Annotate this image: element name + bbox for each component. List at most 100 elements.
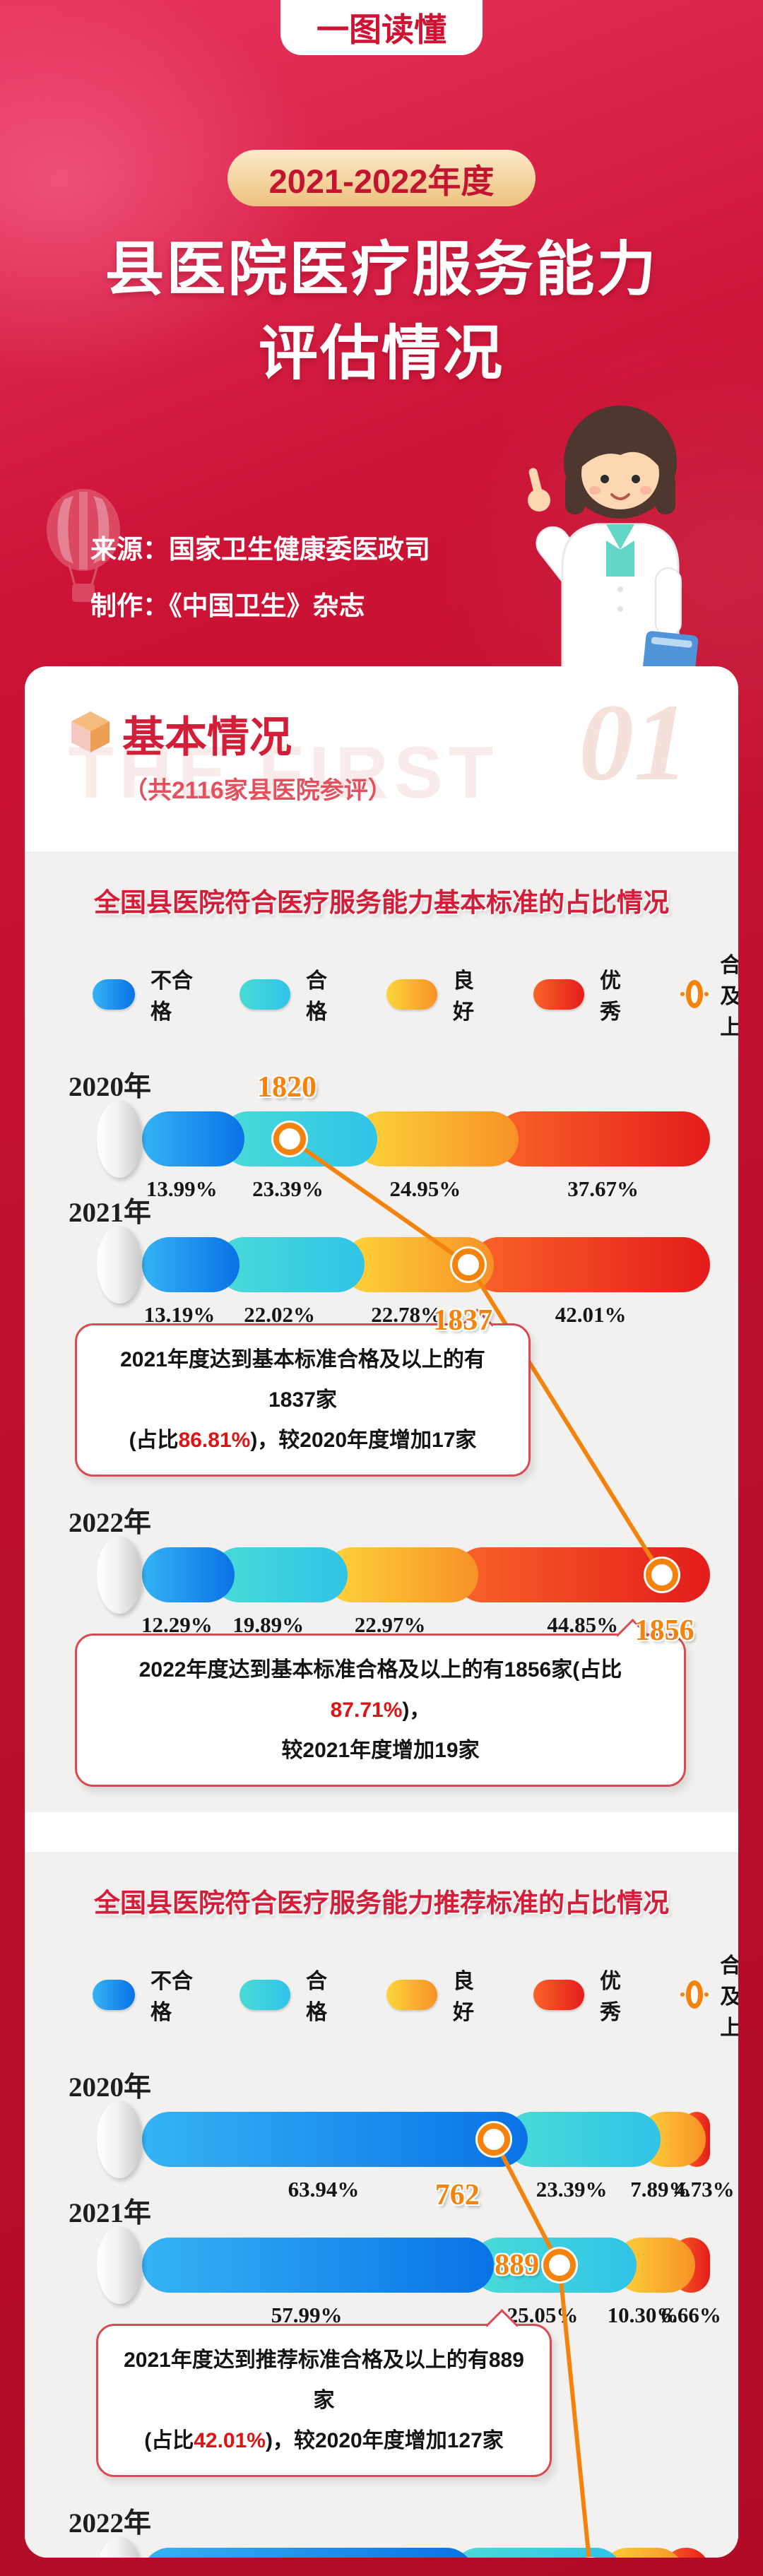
threshold-line-icon [680,992,685,996]
bar-segment-yellow [354,1111,519,1166]
bar-segment-red [496,1111,710,1166]
segment-percent-label: 57.99% [271,2303,343,2327]
chart-title: 全国县医院符合医疗服务能力基本标准的占比情况 [94,888,669,917]
chart-row-2020年: 2020年 63.94% 23.39% 7.89% 4.73% 762 [25,2065,738,2211]
legend-label: 良好 [453,1970,474,2024]
threshold-marker-icon [543,2249,576,2281]
segment-percent-label: 19.89% [232,1612,304,1637]
threshold-line-icon [680,1992,685,1997]
content-card: THE FIRST 01 基本情况 （共2116家县医院参评） 全国县医院符合医… [25,666,738,2558]
annotation-text: (占比86.81%)，较2020年度增加17家 [129,1429,477,1452]
annotation-text: 2021年度达到基本标准合格及以上的有1837家 [120,1348,485,1412]
chart-row-2021年: 2021年 13.19% 22.02% 22.78% 42.01% 1837 [25,1190,738,1337]
segment-percent-label: 42.01% [555,1302,627,1327]
bar-segment-blue [142,2112,528,2167]
legend-swatch-icon [239,979,290,1010]
legend-label: 不合格 [150,1970,193,2024]
threshold-marker-icon [273,1123,307,1155]
producer-line: 制作：《中国卫生》杂志 [90,591,365,620]
legend-item-red: 优秀 [533,1963,634,2026]
cylinder-cap [97,1100,142,1178]
year-range-badge: 2021-2022年度 [227,150,536,206]
segment-percent-label: 10.30% [607,2303,679,2327]
chart-legend: 不合格 合格 良好 优秀 合格及以上 [93,947,738,1041]
threshold-line-icon [704,1992,709,1997]
legend-swatch-icon [93,979,135,1010]
top-ribbon-label: 一图读懂 [317,11,446,48]
annotation-box: 2022年度达到基本标准合格及以上的有1856家(占比87.71%)， 较2021… [75,1619,686,1787]
annotation-text: (占比42.01%)，较2020年度增加127家 [144,2429,504,2452]
percent-labels: 12.29% 19.89% 22.97% 44.85% [141,1602,710,1637]
smile [610,493,630,500]
poster-title-line1: 县医院医疗服务能力 [105,236,658,302]
bar-segment-blue [142,2548,474,2558]
year-label: 2022年 [69,1508,152,1538]
year-label: 2021年 [69,1198,152,1228]
legend-item-threshold: 合格及以上 [680,947,738,1041]
section-subtitle: （共2116家县医院参评） [124,777,392,804]
chart-row-2022年: 2022年 12.29% 19.89% 22.97% 44.85% 1856 [25,1501,738,1647]
year-label: 2020年 [69,1072,152,1102]
cylinder-cap [97,2101,142,2178]
chart-title: 全国县医院符合医疗服务能力推荐标准的占比情况 [94,1889,669,1918]
marker-value-label: 889 [495,2249,540,2281]
year-range-label: 2021-2022年度 [268,162,495,200]
legend-swatch-icon [533,979,584,1010]
cube-icon [71,711,110,752]
top-ribbon-badge: 一图读懂 [280,0,483,55]
legend-item-teal: 合格 [239,1963,340,2026]
bar-track: 13.19% 22.02% 22.78% 42.01% 1837 [97,1226,710,1337]
legend-label: 良好 [453,969,474,1024]
legend-label: 合格 [306,969,327,1024]
stacked-bar [142,2548,710,2558]
annotation-text: 2021年度达到推荐标准合格及以上的有889家 [124,2348,524,2412]
chart-rows: 2020年 13.99% 23.39% 24.95% 37.67% 1820 2021年 13… [25,1065,738,1787]
bar-track: 63.94% 23.39% 7.89% 4.73% 762 [97,2101,735,2211]
legend-item-threshold: 合格及以上 [680,1948,738,2041]
marker-value-label: 1837 [433,1304,493,1337]
year-label: 2021年 [69,2198,152,2228]
percent-labels: 13.19% 22.02% 22.78% 42.01% [142,1292,710,1327]
legend-label: 优秀 [600,1970,621,2024]
bar-segment-blue [142,1547,235,1602]
legend-label: 合格 [306,1970,327,2024]
cylinder-cap [97,1226,142,1304]
bar-segment-blue [142,2238,495,2293]
year-label: 2020年 [69,2072,152,2103]
threshold-ring-icon [685,1980,704,2009]
bar-segment-blue [142,1111,244,1166]
source-block: 来源：国家卫生健康委医政司 制作：《中国卫生》杂志 [90,521,430,634]
segment-percent-label: 4.73% [674,2177,735,2202]
marker-value-label: 1856 [634,1614,694,1647]
legend-swatch-icon [239,1979,290,2010]
legend-label: 不合格 [150,969,193,1024]
legend-item-teal: 合格 [239,963,340,1025]
segment-percent-label: 13.99% [146,1176,218,1201]
section-number: 01 [579,681,689,803]
segment-percent-label: 22.97% [354,1612,426,1637]
legend-item-yellow: 良好 [386,1963,487,2026]
pointing-finger [528,468,543,496]
chart-rows: 2020年 63.94% 23.39% 7.89% 4.73% 762 2021年 57.99… [25,2065,738,2558]
bar-segment-yellow [600,2548,685,2558]
chart-legend: 不合格 合格 良好 优秀 合格及以上 [93,1948,738,2041]
legend-label: 优秀 [600,969,621,1024]
stacked-bar [142,2112,710,2167]
bar-segment-teal [451,2548,623,2558]
annotation-box: 2021年度达到基本标准合格及以上的有1837家 (占比86.81%)，较2020… [75,1308,531,1477]
legend-item-red: 优秀 [533,963,634,1025]
section-title: 基本情况 [122,714,292,761]
section-watermark: THE FIRST [69,732,499,814]
legend-item-yellow: 良好 [386,963,487,1025]
bar-segment-yellow [324,1547,478,1602]
chart-panel-basic-standard: 全国县医院符合医疗服务能力基本标准的占比情况 不合格 合格 良好 优秀 合格及以上 20… [25,851,738,1812]
threshold-ring-icon [685,980,704,1008]
legend-label: 合格及以上 [720,1954,738,2040]
marker-value-label: 1820 [257,1071,317,1104]
threshold-marker-icon [478,2123,511,2156]
bar-track: 12.29% 19.89% 22.97% 44.85% 1856 [97,1536,710,1647]
segment-percent-label: 12.29% [141,1612,213,1637]
source-line: 来源：国家卫生健康委医政司 [90,535,430,564]
stacked-bar [142,2238,710,2293]
